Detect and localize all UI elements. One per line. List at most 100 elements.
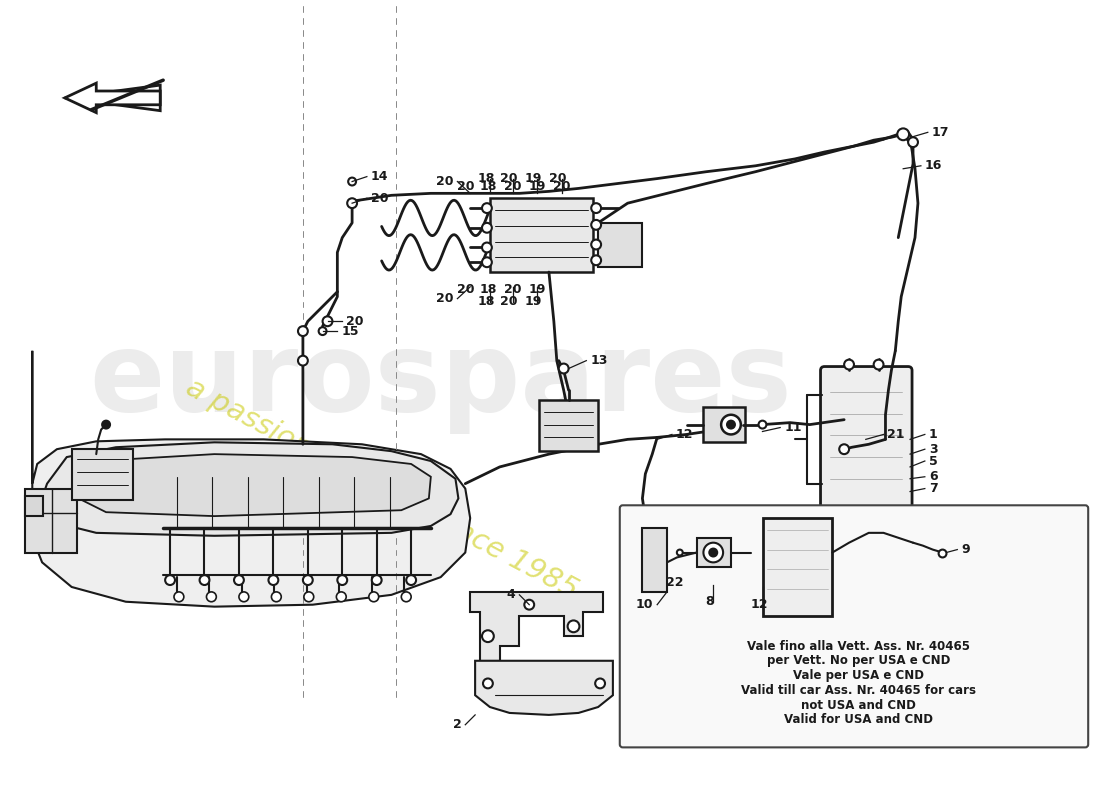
Text: 22: 22 [666, 575, 683, 589]
Text: 15: 15 [341, 325, 359, 338]
Circle shape [337, 592, 346, 602]
Circle shape [844, 360, 854, 370]
Text: 18: 18 [477, 295, 495, 308]
Text: 20: 20 [346, 314, 364, 328]
Circle shape [898, 128, 909, 140]
Bar [703, 407, 745, 442]
Text: 4: 4 [507, 588, 516, 602]
Circle shape [703, 542, 723, 562]
Circle shape [349, 178, 356, 186]
Circle shape [338, 575, 348, 585]
Text: 20: 20 [499, 295, 517, 308]
Circle shape [406, 575, 416, 585]
Bar [25, 497, 43, 516]
FancyBboxPatch shape [821, 366, 912, 512]
Text: 20: 20 [553, 180, 571, 193]
Text: 18: 18 [477, 172, 495, 185]
Circle shape [165, 575, 175, 585]
Circle shape [727, 421, 735, 429]
Circle shape [174, 592, 184, 602]
Text: 5: 5 [928, 454, 937, 467]
Text: 16: 16 [925, 159, 943, 172]
Circle shape [525, 600, 535, 610]
Bar [763, 518, 833, 617]
Circle shape [839, 510, 849, 519]
Text: 20: 20 [436, 292, 453, 305]
Polygon shape [65, 85, 161, 110]
Circle shape [239, 592, 249, 602]
Circle shape [909, 138, 917, 147]
Circle shape [568, 621, 580, 632]
Circle shape [298, 326, 308, 336]
Bar [598, 223, 642, 267]
Text: 1: 1 [928, 428, 937, 441]
Text: 20: 20 [499, 172, 517, 185]
Circle shape [302, 575, 312, 585]
Circle shape [482, 203, 492, 213]
Text: Vale per USA e CND: Vale per USA e CND [793, 669, 924, 682]
Text: Valid for USA and CND: Valid for USA and CND [784, 714, 934, 726]
Bar [696, 538, 732, 567]
Circle shape [482, 242, 492, 252]
Bar [25, 489, 77, 553]
Text: per Vett. No per USA e CND: per Vett. No per USA e CND [767, 654, 950, 667]
Text: 20: 20 [436, 175, 453, 188]
Circle shape [402, 592, 411, 602]
Text: 7: 7 [928, 482, 937, 495]
Circle shape [861, 510, 871, 519]
Text: 20: 20 [549, 172, 566, 185]
Text: Valid till car Ass. Nr. 40465 for cars: Valid till car Ass. Nr. 40465 for cars [741, 684, 977, 697]
Circle shape [591, 239, 601, 250]
Text: 3: 3 [928, 442, 937, 456]
Circle shape [348, 198, 358, 208]
Text: eurospares: eurospares [89, 327, 792, 434]
Text: 12: 12 [675, 428, 693, 441]
Circle shape [234, 575, 244, 585]
Text: 18: 18 [480, 180, 496, 193]
Polygon shape [32, 350, 470, 606]
Circle shape [722, 414, 740, 434]
Circle shape [482, 258, 492, 267]
FancyBboxPatch shape [619, 506, 1088, 747]
Circle shape [319, 327, 327, 335]
Circle shape [710, 549, 717, 557]
Polygon shape [475, 661, 613, 715]
Text: 19: 19 [528, 283, 546, 296]
Text: 20: 20 [371, 192, 388, 205]
Circle shape [591, 255, 601, 265]
Polygon shape [78, 454, 431, 516]
Circle shape [591, 203, 601, 213]
Circle shape [298, 356, 308, 366]
Circle shape [483, 678, 493, 688]
Text: 18: 18 [480, 283, 496, 296]
Text: 21: 21 [888, 428, 905, 441]
Bar [490, 198, 593, 272]
Polygon shape [470, 592, 603, 661]
Circle shape [272, 592, 282, 602]
Text: 8: 8 [705, 595, 714, 608]
Circle shape [873, 360, 883, 370]
Text: 9: 9 [961, 543, 970, 556]
Circle shape [881, 510, 890, 519]
Circle shape [559, 363, 569, 374]
Circle shape [372, 575, 382, 585]
Circle shape [199, 575, 209, 585]
Text: 2: 2 [452, 718, 461, 731]
Text: 10: 10 [636, 598, 653, 611]
Text: 14: 14 [371, 170, 388, 183]
Circle shape [322, 316, 332, 326]
Polygon shape [40, 442, 459, 536]
Circle shape [102, 421, 110, 429]
Circle shape [482, 630, 494, 642]
Circle shape [482, 223, 492, 233]
Circle shape [595, 678, 605, 688]
Circle shape [207, 592, 217, 602]
Text: 13: 13 [591, 354, 607, 367]
Circle shape [839, 444, 849, 454]
Text: 11: 11 [784, 421, 802, 434]
Text: 20: 20 [504, 180, 521, 193]
Text: 20: 20 [456, 180, 474, 193]
Circle shape [268, 575, 278, 585]
Text: not USA and CND: not USA and CND [802, 698, 916, 711]
Text: 17: 17 [932, 126, 949, 139]
